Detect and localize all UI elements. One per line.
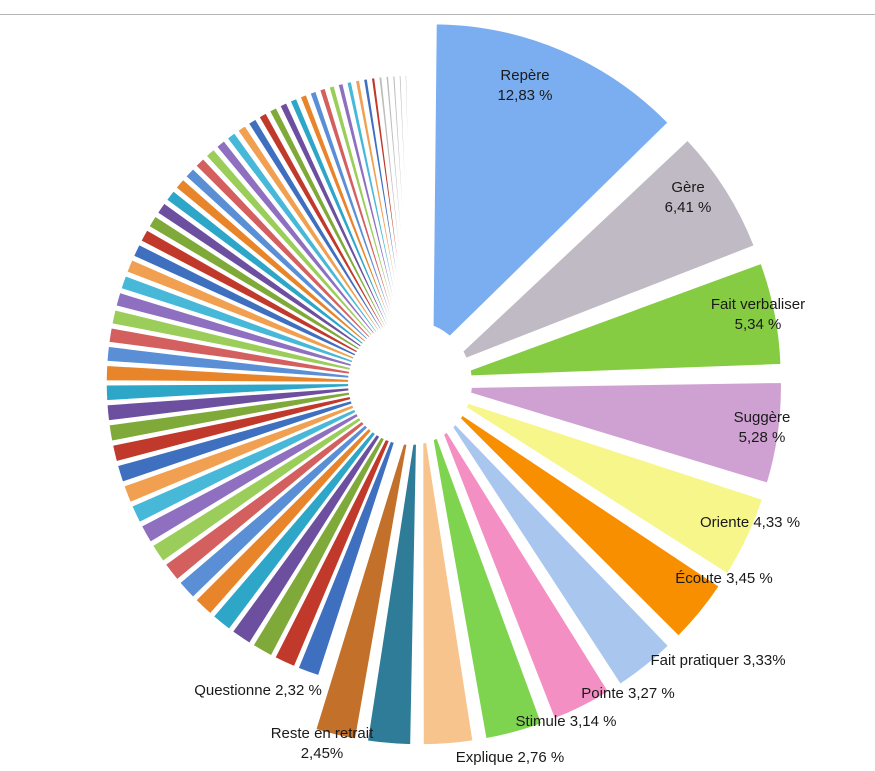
pie-slice-small-43 [308,90,415,384]
slice-label-4: Suggère 5,28 % [734,409,791,446]
pie-slice-small-36 [236,124,415,384]
pie-slice-small-56 [409,74,415,384]
pie-slice-small-55 [404,74,415,384]
pie-slice-small-4 [231,382,415,645]
pie-slice-small-48 [354,78,415,384]
pie-slice-small-35 [225,131,415,384]
pie-slice-9 [427,413,543,740]
pie-slice-small-5 [212,382,415,631]
pie-slice-small-26 [139,228,415,384]
pie-slice-small-2 [273,382,415,668]
pie-slice-small-6 [194,382,415,616]
pie-slice-small-9 [151,382,415,563]
pie-slice-small-40 [278,101,415,384]
pie-slice-small-21 [110,308,415,384]
pie-slice-small-27 [147,214,415,384]
pie-center-hub [348,321,472,445]
pie-slice-small-13 [116,382,415,484]
slice-label-7: Fait pratiquer 3,33% [650,652,785,669]
pie-slice-small-11 [130,382,415,524]
pie-slice-small-1 [296,382,415,677]
pie-slice-small-32 [194,157,415,384]
pie-slice-small-17 [105,382,415,402]
slice-label-10: Explique 2,76 % [456,749,564,766]
pie-slice-5 [448,395,764,575]
pie-slice-6 [444,402,721,638]
pie-slice-3 [451,262,782,378]
pie-slice-small-34 [215,139,415,384]
slice-label-8: Pointe 3,27 % [581,685,674,702]
pie-slice-11 [366,414,419,746]
pie-slice-small-10 [140,382,415,544]
pie-slice-small-52 [384,75,415,384]
pie-slice-small-33 [204,148,415,384]
pie-slice-small-50 [370,76,415,384]
pie-slice-small-18 [105,364,415,384]
pie-slice-small-19 [105,345,415,384]
slice-label-9: Stimule 3,14 % [516,713,617,730]
pie-slice-small-12 [122,382,415,504]
slice-label-12: Questionne 2,32 % [194,682,322,699]
pie-slice-small-30 [174,178,415,384]
slice-label-2: Gère 6,41 % [665,179,712,216]
pie-slice-small-8 [164,382,415,581]
pie-slice-12 [314,413,414,741]
pie-slice-small-53 [391,74,415,384]
pie-slice-small-38 [257,111,415,384]
pie-slice-small-54 [398,74,415,384]
pie-slice-small-16 [105,382,415,422]
pie-slice-small-46 [336,82,415,384]
pie-slice-small-51 [377,75,415,384]
pie-slice-small-23 [119,274,415,384]
pie-slice-small-37 [247,117,415,384]
pie-slice-small-44 [318,87,415,384]
pie-slice-small-47 [345,80,415,384]
pie-slice-small-25 [132,243,415,384]
pie-slices [105,22,783,746]
pie-slice-small-15 [107,382,415,443]
pie-slice-small-20 [107,326,415,384]
top-border [0,14,875,15]
pie-slice-4 [451,381,783,485]
pie-slice-small-28 [156,201,415,384]
slice-label-5: Oriente 4,33 % [700,514,800,531]
pie-slice-small-7 [178,382,415,599]
pie-slice-small-14 [111,382,415,463]
pie-slice-7 [439,407,670,686]
pie-slice-small-3 [251,382,415,658]
pie-slice-8 [433,411,610,720]
pie-slice-small-29 [165,189,415,384]
slice-label-1: Repère 12,83 % [497,67,552,104]
pie-slice-10 [421,414,475,746]
pie-slice-small-45 [327,84,415,384]
pie-slice-small-22 [114,291,415,384]
pie-slice-small-49 [362,77,415,384]
pie-slice-small-39 [268,106,415,384]
pie-slice-small-41 [288,97,415,384]
slice-label-6: Écoute 3,45 % [675,570,773,587]
pie-slice-small-31 [184,167,415,384]
pie-slice-1 [431,22,670,356]
pie-slice-2 [446,138,756,367]
pie-labels: Repère 12,83 % Gère 6,41 % Fait verbaliser 5,… [194,67,805,766]
slice-label-11: Reste en retrait 2,45% [271,725,374,762]
pie-slice-small-42 [299,93,415,384]
slice-label-3: Fait verbaliser 5,34 % [711,296,805,333]
pie-slice-small-24 [125,258,415,384]
